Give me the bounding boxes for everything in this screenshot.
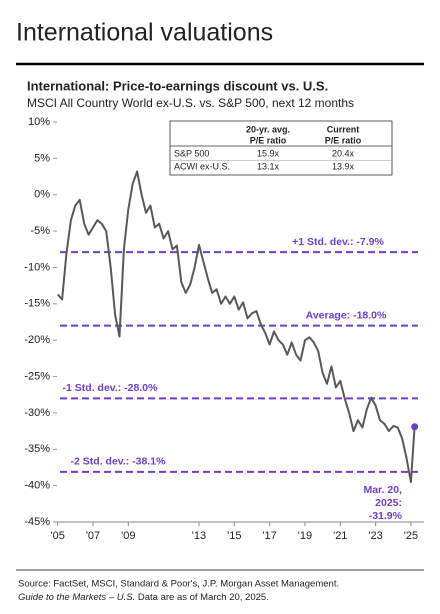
guide: Guide to the Markets – U.S. — [18, 592, 135, 603]
table-header: Current — [327, 124, 360, 134]
date-note: Data are as of March 20, 2025. — [135, 592, 269, 603]
x-tick-label: '15 — [227, 530, 241, 542]
y-tick-label: -25% — [24, 370, 50, 382]
x-tick-label: '21 — [333, 530, 347, 542]
x-tick-label: '07 — [86, 530, 100, 542]
y-tick-label: -15% — [24, 298, 50, 310]
annotation: -31.9% — [369, 510, 403, 522]
table-header: P/E ratio — [250, 135, 287, 145]
table-cell: 15.9x — [257, 148, 280, 158]
x-tick-label: '17 — [262, 530, 276, 542]
y-tick-label: -20% — [24, 334, 50, 346]
y-tick-label: 0% — [34, 189, 50, 201]
y-tick-label: -40% — [24, 480, 50, 492]
y-tick-label: -30% — [24, 407, 50, 419]
table-header: 20-yr. avg. — [246, 124, 290, 134]
table-cell: 13.1x — [257, 161, 280, 171]
x-tick-label: '19 — [298, 530, 312, 542]
table-header: P/E ratio — [325, 135, 362, 145]
table-box — [169, 120, 393, 176]
y-tick-label: -10% — [24, 261, 50, 273]
y-tick-label: 10% — [28, 116, 50, 128]
latest-point — [411, 423, 419, 431]
page-title: International valuations — [16, 19, 273, 47]
x-tick-label: '09 — [121, 530, 135, 542]
chart-subtitle: MSCI All Country World ex-U.S. vs. S&P 5… — [27, 96, 354, 110]
y-tick-label: -45% — [24, 516, 50, 528]
table-cell: ACWI ex-U.S. — [174, 161, 230, 171]
x-tick-label: '23 — [368, 530, 382, 542]
annotation: Mar. 20, — [363, 484, 402, 496]
table-cell: 13.9x — [332, 161, 355, 171]
y-tick-label: 5% — [34, 152, 50, 164]
table-cell: 20.4x — [332, 148, 355, 158]
source: Source: FactSet, MSCI, Standard & Poor's… — [18, 579, 339, 590]
y-tick-label: -35% — [24, 443, 50, 455]
note: Guide to the Markets – U.S. Data are as … — [18, 592, 269, 603]
reference-label: Average: -18.0% — [306, 309, 387, 321]
chart-title: International: Price-to-earnings discoun… — [27, 78, 328, 93]
x-tick-label: '25 — [404, 530, 418, 542]
pe-discount-line — [56, 170, 416, 483]
reference-label: -1 Std. dev.: -28.0% — [63, 382, 159, 394]
x-tick-label: '13 — [192, 530, 206, 542]
table-cell: S&P 500 — [174, 148, 209, 158]
x-tick-label: '05 — [50, 530, 64, 542]
reference-label: +1 Std. dev.: -7.9% — [292, 236, 384, 248]
annotation: 2025: — [375, 497, 402, 509]
y-tick-label: -5% — [30, 225, 50, 237]
reference-label: -2 Std. dev.: -38.1% — [71, 456, 167, 468]
